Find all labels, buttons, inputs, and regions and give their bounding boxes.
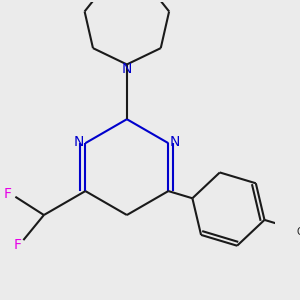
Text: N: N — [122, 62, 132, 76]
Text: F: F — [3, 188, 11, 202]
Text: N: N — [169, 135, 180, 149]
Text: N: N — [74, 135, 84, 149]
Text: F: F — [14, 238, 22, 252]
Text: CH₃: CH₃ — [297, 227, 300, 237]
